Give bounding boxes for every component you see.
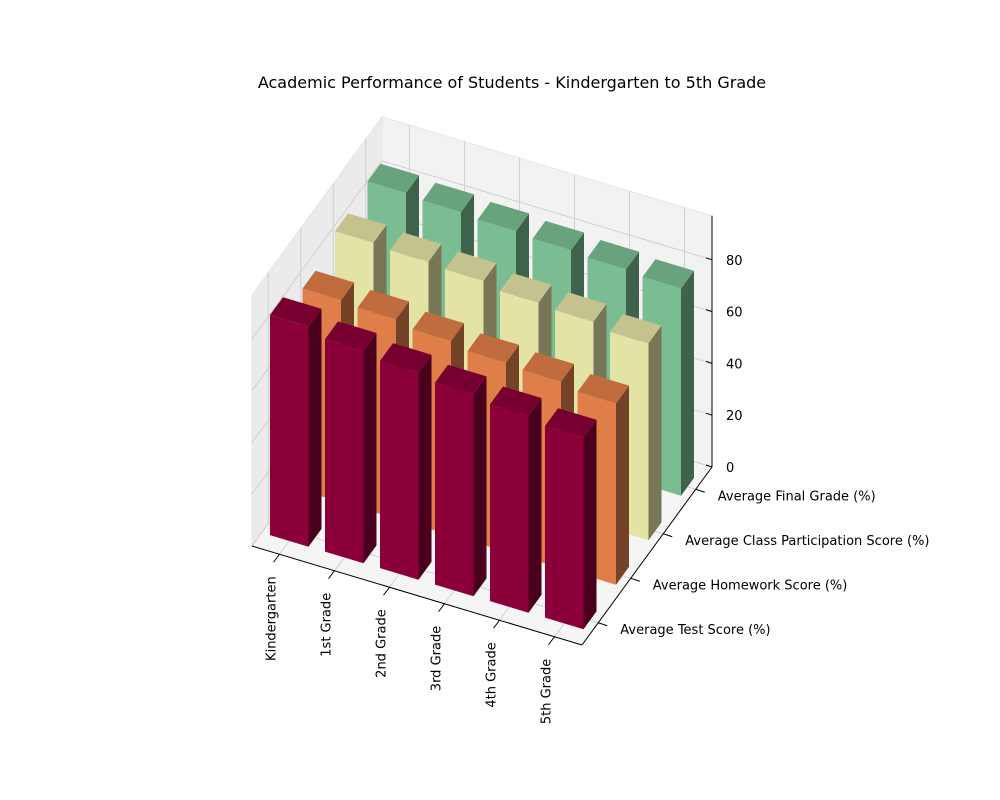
z-tick — [705, 464, 713, 468]
bar-top-face — [390, 232, 442, 262]
chart-title: Academic Performance of Students - Kinde… — [258, 73, 766, 92]
z-tick-label: 0 — [726, 461, 734, 476]
bar-side-face — [681, 270, 694, 496]
bar-top-face — [412, 311, 464, 341]
bar-top-face — [270, 297, 322, 327]
z-tick — [705, 309, 713, 313]
bar-side-face — [648, 325, 662, 541]
bar-top-face — [500, 273, 552, 303]
bar-side-face — [308, 308, 322, 547]
axes-group — [251, 215, 713, 646]
bar — [490, 386, 542, 613]
back-grid-line — [381, 160, 713, 261]
bar-top-face — [490, 386, 542, 416]
bar-top-face — [467, 333, 519, 363]
x-axis-line — [251, 545, 583, 646]
y-tick-label: Average Test Score (%) — [620, 623, 770, 638]
bar-front-face — [435, 382, 474, 597]
x-tick-label: 5th Grade — [540, 659, 555, 724]
y-tick-label: Average Homework Score (%) — [653, 578, 848, 593]
y-tick-label: Average Class Participation Score (%) — [685, 534, 929, 549]
bar-front-face — [490, 404, 529, 613]
bar-side-face — [616, 385, 629, 585]
bar-top-face — [335, 213, 387, 243]
bar-top-face — [435, 364, 487, 395]
bar-front-face — [325, 339, 364, 564]
bar-top-face — [522, 352, 574, 382]
bar-front-face — [380, 360, 419, 580]
bar-top-face — [445, 251, 497, 281]
x-tick — [548, 636, 555, 646]
bar-top-face — [477, 201, 529, 232]
z-tick-label: 40 — [726, 357, 743, 372]
bar-top-face — [610, 314, 662, 344]
x-tick-label: 4th Grade — [485, 642, 500, 707]
side-grid-line — [251, 160, 383, 340]
y-axis-line — [581, 466, 713, 646]
bar-top-face — [545, 408, 597, 438]
x-tick-label: 3rd Grade — [430, 626, 445, 691]
bar — [270, 297, 322, 547]
x-tick — [493, 619, 500, 629]
bar-top-face — [532, 220, 584, 251]
bar-side-face — [363, 333, 377, 564]
y-tick — [695, 488, 705, 493]
bar — [325, 321, 377, 564]
z-tick — [705, 360, 713, 364]
bar-top-face — [380, 343, 432, 373]
bar-front-face — [270, 315, 309, 547]
x-tick — [438, 603, 445, 613]
bar-top-face — [577, 374, 629, 404]
bar-side-face — [528, 398, 542, 613]
x-tick-label: Kindergarten — [265, 576, 280, 661]
bar — [545, 408, 597, 630]
bar-top-face — [587, 240, 639, 270]
bar-top-face — [367, 163, 419, 193]
z-tick — [705, 412, 713, 416]
y-tick — [663, 533, 673, 538]
bar — [435, 364, 487, 597]
bars-group — [270, 163, 694, 630]
bar — [380, 343, 432, 580]
y-tick-label: Average Final Grade (%) — [718, 489, 876, 504]
y-tick — [630, 577, 640, 582]
bar-side-face — [418, 354, 432, 580]
y-tick — [598, 622, 608, 627]
x-tick-label: 2nd Grade — [375, 609, 390, 678]
bar-top-face — [357, 289, 409, 320]
z-tick-label: 60 — [726, 306, 743, 321]
x-tick — [383, 586, 390, 596]
x-tick — [273, 553, 280, 563]
labels-group: Kindergarten 1st Grade 2nd Grade 3rd Grade 4… — [265, 254, 930, 724]
bar-side-face — [583, 419, 597, 630]
bar-top-face — [555, 292, 607, 322]
x-tick-label: 1st Grade — [320, 593, 335, 657]
z-tick — [705, 257, 713, 261]
bar-top-face — [642, 259, 694, 289]
bar-front-face — [545, 426, 584, 630]
z-tick-label: 20 — [726, 409, 743, 424]
floor-grid-line — [268, 523, 599, 624]
z-tick-label: 80 — [726, 254, 743, 269]
bar-top-face — [325, 321, 377, 351]
x-tick — [328, 570, 335, 580]
bar-top-face — [302, 270, 354, 301]
bar-side-face — [473, 376, 487, 597]
bar-top-face — [422, 182, 474, 213]
